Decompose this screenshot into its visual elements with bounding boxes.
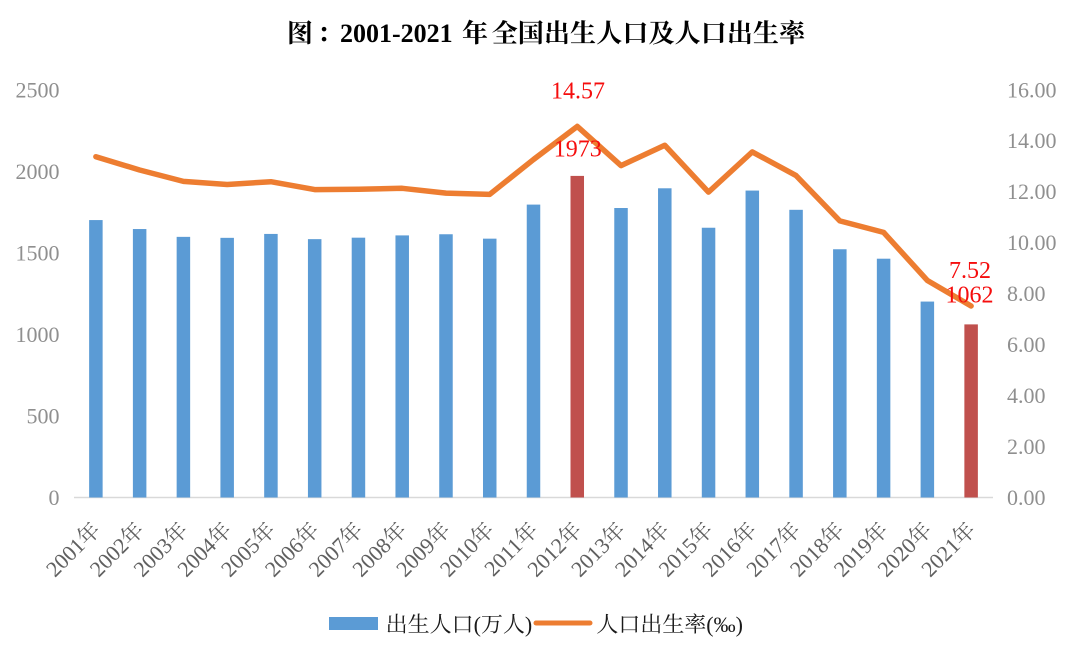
svg-text:(: ( [474, 612, 481, 637]
svg-text:2000: 2000 [16, 159, 60, 184]
svg-text:14.57: 14.57 [551, 79, 605, 105]
svg-text:8.00: 8.00 [1007, 281, 1046, 306]
svg-text:2001-2021: 2001-2021 [340, 19, 453, 48]
svg-text:7.52: 7.52 [949, 258, 991, 284]
svg-text:): ) [736, 612, 743, 637]
svg-text:2.00: 2.00 [1007, 434, 1046, 459]
svg-text:1973: 1973 [554, 136, 602, 162]
svg-text:500: 500 [27, 403, 60, 428]
svg-text:2500: 2500 [16, 77, 60, 102]
svg-text:0: 0 [49, 485, 60, 510]
svg-text:1062: 1062 [946, 283, 994, 309]
svg-text:6.00: 6.00 [1007, 332, 1046, 357]
svg-text:12.00: 12.00 [1007, 179, 1057, 204]
svg-text:14.00: 14.00 [1007, 128, 1057, 153]
svg-text:): ) [525, 612, 532, 637]
svg-text:4.00: 4.00 [1007, 383, 1046, 408]
svg-text:‰: ‰ [714, 612, 736, 637]
svg-text:1000: 1000 [16, 322, 60, 347]
svg-text:1500: 1500 [16, 240, 60, 265]
svg-text:16.00: 16.00 [1007, 77, 1057, 102]
svg-text:(: ( [706, 612, 713, 637]
svg-text:0.00: 0.00 [1007, 485, 1046, 510]
svg-text:10.00: 10.00 [1007, 230, 1057, 255]
